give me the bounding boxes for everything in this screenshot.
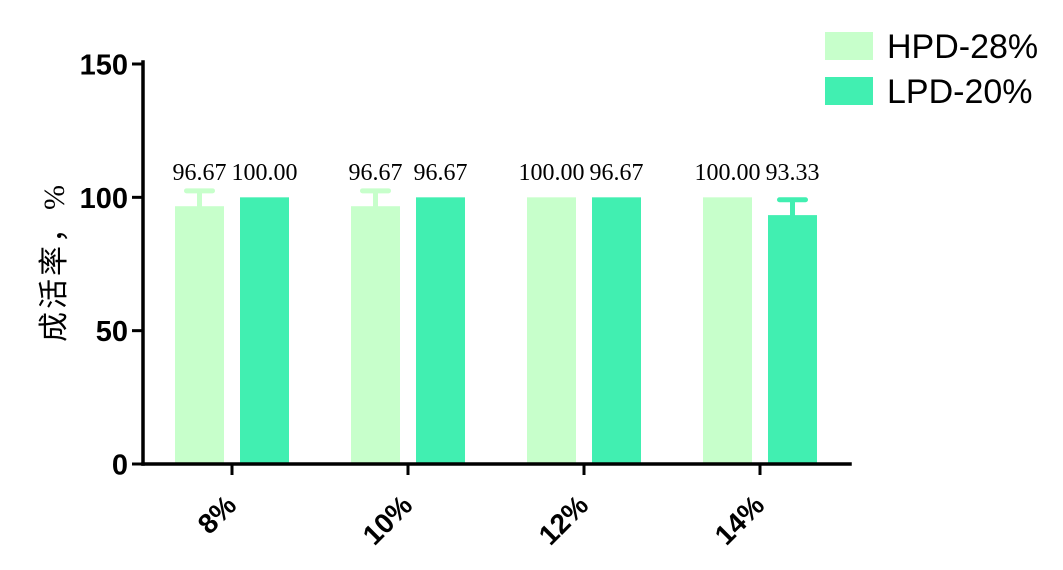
data-label-lpd-20-cat-10: 96.67 — [414, 160, 468, 186]
data-label-hpd-28-cat-8: 96.67 — [173, 160, 227, 186]
x-tick-label: 8% — [192, 489, 243, 540]
error-bar-lpd-20-cat-14 — [777, 197, 808, 218]
y-axis-label: 成活率，% — [38, 182, 71, 342]
y-tick-label: 100 — [80, 183, 128, 215]
legend: HPD-28% LPD-20% — [825, 28, 1038, 111]
y-tick-label: 0 — [112, 450, 128, 482]
bar-hpd-28-cat-10 — [351, 206, 400, 465]
y-tick-label: 150 — [80, 50, 128, 82]
data-label-lpd-20-cat-8: 100.00 — [232, 160, 298, 186]
data-label-lpd-20-cat-14: 93.33 — [766, 160, 820, 186]
bar-hpd-28-cat-12 — [527, 197, 576, 465]
y-tick-label: 50 — [96, 316, 128, 348]
x-tick-label: 14% — [709, 489, 771, 551]
data-label-hpd-28-cat-10: 96.67 — [349, 160, 403, 186]
legend-label-hpd-28: HPD-28% — [887, 28, 1038, 66]
legend-swatch-lpd-20 — [825, 77, 873, 105]
bars-layer — [175, 197, 817, 465]
data-label-lpd-20-cat-12: 96.67 — [590, 160, 644, 186]
x-tick-label: 10% — [357, 489, 419, 551]
data-label-hpd-28-cat-12: 100.00 — [519, 160, 585, 186]
bar-lpd-20-cat-12 — [592, 197, 641, 465]
bar-hpd-28-cat-14 — [703, 197, 752, 465]
x-tick-label: 12% — [533, 489, 595, 551]
bar-lpd-20-cat-10 — [416, 197, 465, 465]
bar-lpd-20-cat-14 — [768, 215, 817, 464]
error-bar-hpd-28-cat-8 — [184, 188, 215, 209]
error-bars-layer — [184, 188, 808, 218]
legend-label-lpd-20: LPD-20% — [887, 73, 1033, 111]
bar-lpd-20-cat-8 — [240, 197, 289, 465]
data-label-hpd-28-cat-14: 100.00 — [695, 160, 761, 186]
bar-hpd-28-cat-8 — [175, 206, 224, 465]
error-bar-hpd-28-cat-10 — [360, 188, 391, 209]
legend-swatch-hpd-28 — [825, 32, 873, 60]
